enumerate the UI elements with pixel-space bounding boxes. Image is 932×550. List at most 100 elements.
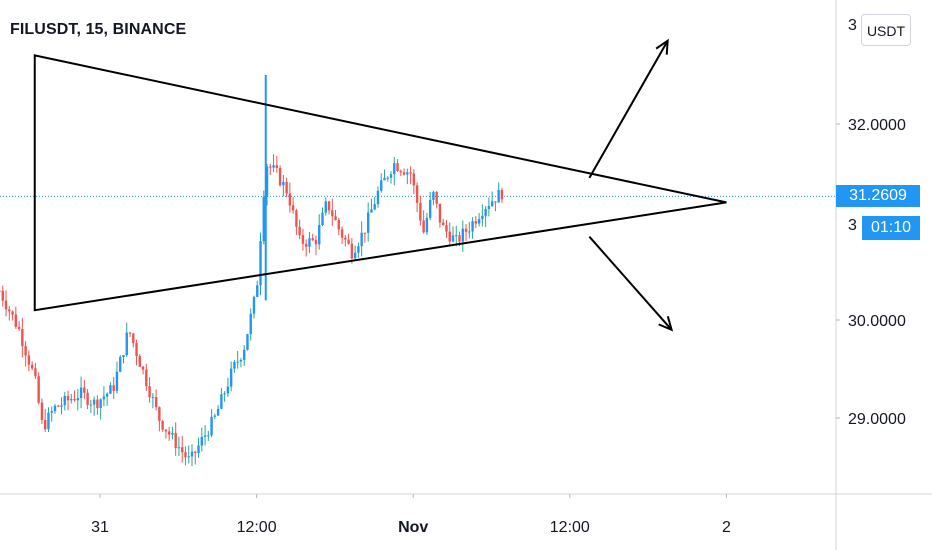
candle-body — [353, 252, 357, 259]
candle-body — [92, 399, 96, 405]
candle-body — [481, 215, 484, 220]
candle-body — [285, 181, 288, 194]
candle-body — [30, 364, 34, 369]
candle-body — [298, 226, 301, 236]
x-tick-label: 31 — [91, 519, 109, 536]
candle-body — [428, 199, 432, 218]
candle-body — [357, 246, 360, 253]
candle-body — [70, 399, 73, 401]
candle-body — [128, 332, 132, 334]
x-tick-label: 12:00 — [550, 519, 590, 536]
candle-body — [63, 395, 66, 406]
candle-body — [177, 447, 181, 449]
candle-body — [327, 201, 331, 211]
candle-body — [164, 429, 168, 432]
candle-body — [321, 212, 324, 226]
candle-body — [366, 212, 370, 233]
candle-body — [86, 392, 89, 405]
candle-body — [455, 235, 458, 237]
candle-body — [40, 402, 44, 420]
candle-body — [216, 408, 220, 416]
arrow-shaft — [588, 236, 673, 331]
candle-body — [409, 172, 412, 174]
candle-body — [347, 239, 350, 244]
candle-body — [73, 399, 76, 401]
candle-body — [360, 232, 363, 247]
candle-body — [11, 311, 14, 315]
candle-body — [500, 189, 504, 200]
candle-body — [207, 435, 210, 437]
candle-body — [119, 357, 122, 372]
candle-body — [158, 407, 161, 421]
candle-body — [132, 333, 135, 344]
candle-body — [396, 163, 399, 172]
candle-body — [236, 361, 239, 363]
candle-body — [376, 190, 380, 205]
candle-body — [422, 220, 425, 233]
symbol-header: FILUSDT, 15, BINANCE — [10, 21, 187, 38]
drawings-layer[interactable] — [33, 38, 727, 332]
candle-body — [278, 167, 282, 186]
candle-body — [1, 290, 4, 301]
candle-body — [494, 201, 497, 203]
candle-body — [324, 201, 327, 213]
candles-layer — [0, 75, 504, 467]
candle-body — [194, 451, 197, 454]
candle-body — [220, 394, 223, 409]
candle-body — [477, 219, 481, 224]
candle-body — [282, 181, 285, 186]
candle-body — [432, 191, 435, 200]
candle-body — [363, 232, 367, 234]
candle-body — [468, 231, 471, 233]
candle-body — [24, 346, 27, 356]
candle-body — [197, 445, 200, 454]
candle-body — [445, 225, 448, 232]
arrow-head — [658, 316, 674, 332]
candle-body — [181, 447, 184, 453]
candle-body — [105, 393, 109, 397]
candle-body — [187, 456, 190, 458]
candle-body — [167, 431, 171, 435]
candle-body — [304, 243, 308, 247]
candle-body — [102, 396, 106, 400]
candle-body — [301, 235, 305, 244]
candle-body — [474, 221, 478, 224]
last-price-label: 31.2609 — [836, 185, 920, 208]
candle-body — [135, 343, 138, 357]
candle-body — [308, 238, 311, 247]
candle-body — [406, 172, 409, 175]
y-tick-label: 30.0000 — [848, 313, 906, 330]
candle-body — [243, 349, 246, 360]
candle-body — [288, 193, 292, 206]
candle-body — [200, 436, 203, 446]
candle-body — [252, 296, 256, 314]
candle-body — [43, 419, 47, 430]
currency-unit-button[interactable]: USDT — [861, 14, 911, 46]
candle-body — [79, 387, 83, 399]
candle-body — [490, 201, 494, 206]
x-tick-label: 12:00 — [237, 519, 277, 536]
candle-body — [249, 313, 252, 335]
candle-body — [295, 210, 298, 227]
candle-body — [34, 368, 37, 377]
candle-body — [229, 368, 233, 387]
candle-body — [314, 240, 318, 245]
candle-body — [233, 362, 236, 369]
candle-body — [115, 371, 119, 391]
candle-body — [256, 285, 259, 297]
candle-body — [350, 243, 354, 259]
candle-body — [0, 290, 1, 292]
candle-body — [151, 397, 155, 399]
candle-body — [484, 208, 487, 216]
y-tick-label-partial: 3 — [848, 217, 857, 234]
candle-body — [47, 412, 50, 430]
candle-body — [497, 189, 500, 203]
candle-body — [464, 228, 468, 232]
candle-body — [370, 209, 373, 213]
candle-body — [291, 205, 295, 211]
candle-body — [340, 229, 344, 238]
candle-body — [83, 387, 86, 393]
triangle-drawing — [33, 54, 727, 312]
candle-body — [380, 180, 383, 191]
